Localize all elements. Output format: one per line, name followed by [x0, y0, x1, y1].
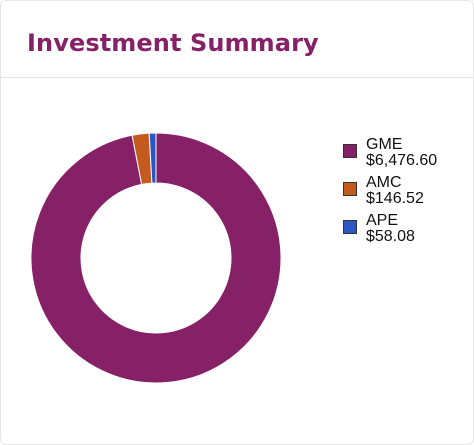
donut-chart: [30, 132, 282, 384]
donut-slice-gme[interactable]: [30, 132, 282, 384]
legend-value: $58.08: [366, 228, 415, 245]
chart-legend: GME $6,476.60 AMC $146.52 APE $58.08: [343, 136, 468, 250]
legend-item-gme[interactable]: GME $6,476.60: [343, 136, 468, 174]
donut-slice-ape[interactable]: [148, 132, 157, 184]
legend-item-amc[interactable]: AMC $146.52: [343, 174, 468, 212]
legend-value: $146.52: [366, 190, 424, 207]
legend-label: APE: [366, 212, 399, 229]
chart-area: GME $6,476.60 AMC $146.52 APE $58.08: [1, 78, 473, 444]
legend-swatch-gme: [343, 144, 357, 158]
legend-label: AMC: [366, 174, 402, 191]
card-title: Investment Summary: [27, 29, 319, 57]
legend-swatch-ape: [343, 220, 357, 234]
card-header: Investment Summary: [1, 1, 473, 78]
legend-item-ape[interactable]: APE $58.08: [343, 212, 468, 250]
legend-label: GME: [366, 136, 403, 153]
legend-value: $6,476.60: [366, 152, 438, 169]
legend-swatch-amc: [343, 182, 357, 196]
